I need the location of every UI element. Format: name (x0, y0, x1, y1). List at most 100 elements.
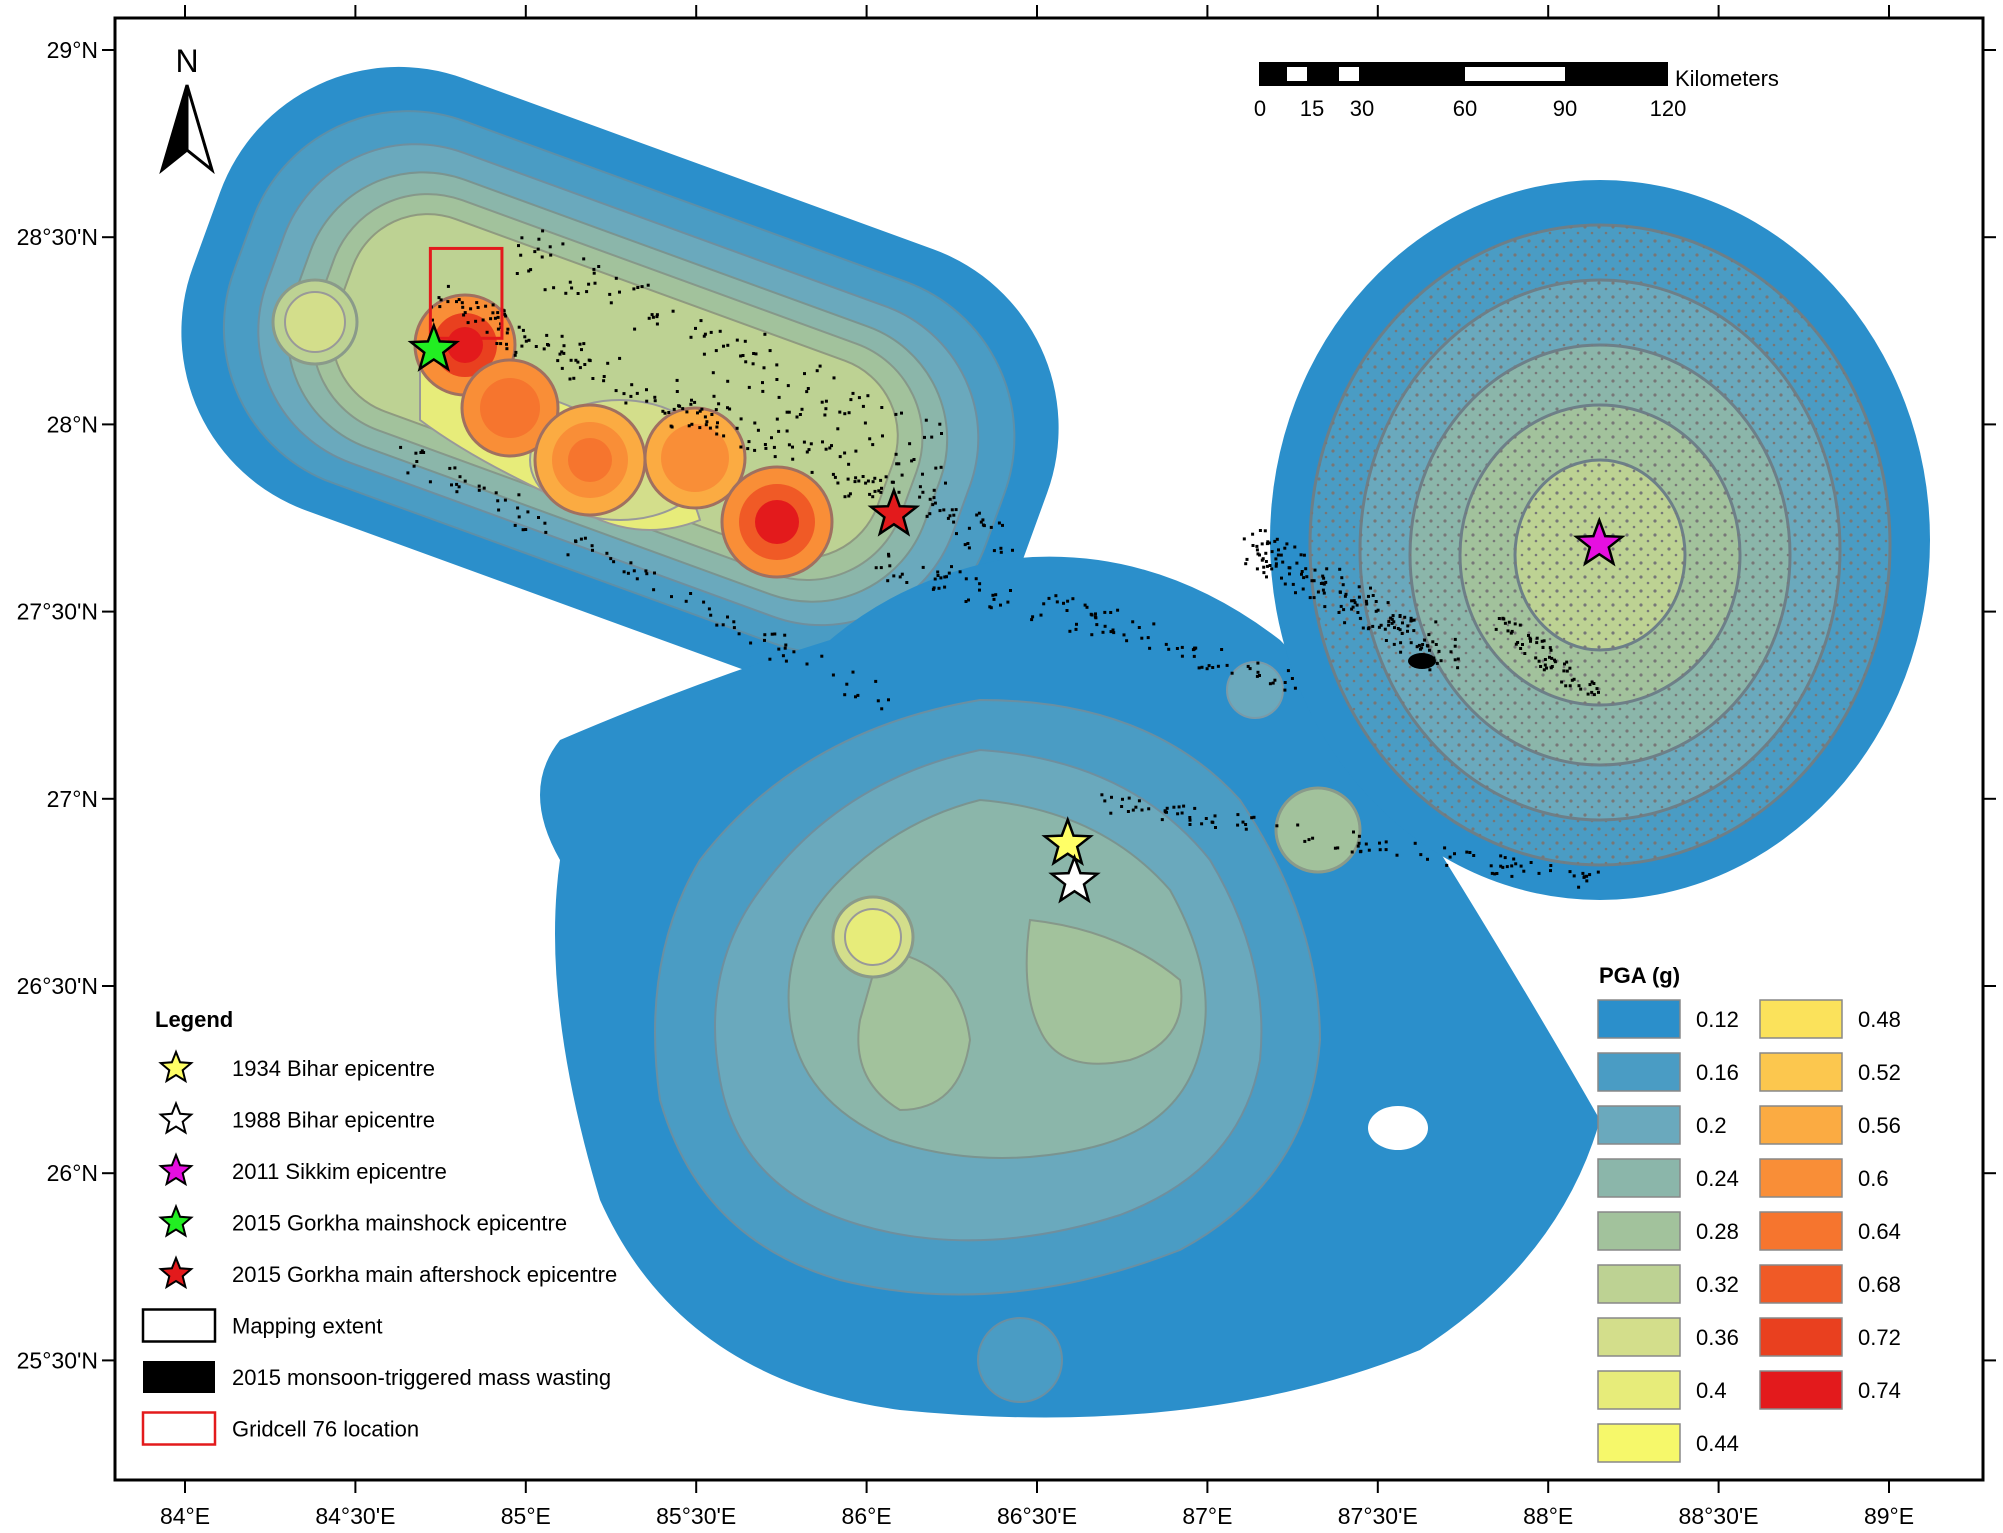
mass-wasting-point (1275, 824, 1279, 828)
mass-wasting-point (1426, 857, 1429, 861)
mass-wasting-point (491, 303, 495, 307)
mass-wasting-point (1211, 666, 1215, 669)
mass-wasting-point (420, 449, 424, 453)
mass-wasting-point (1134, 805, 1138, 809)
mass-wasting-point (569, 358, 573, 362)
x-tick-label: 88°30'E (1679, 1503, 1759, 1529)
mass-wasting-point (672, 407, 676, 411)
mass-wasting-point (1277, 548, 1280, 552)
mass-wasting-point (585, 290, 589, 294)
mass-wasting-point (1276, 553, 1280, 557)
mass-wasting-point (791, 457, 795, 461)
mass-wasting-point (645, 572, 649, 576)
mass-wasting-point (805, 662, 809, 666)
mass-wasting-point (887, 554, 891, 558)
mass-wasting-point (880, 707, 884, 711)
mass-wasting-point (1537, 871, 1541, 875)
mass-wasting-point (943, 575, 947, 579)
mass-wasting-point (505, 331, 509, 335)
mass-wasting-point (763, 332, 767, 336)
pga-class-label: 0.48 (1858, 1007, 1901, 1032)
mass-wasting-point (747, 385, 751, 389)
pga-class-swatch (1597, 999, 1681, 1039)
pga-class-label: 0.64 (1858, 1219, 1901, 1244)
mass-wasting-point (1443, 846, 1447, 850)
mass-wasting-point (871, 495, 875, 499)
mass-wasting-point (1403, 615, 1407, 619)
mass-wasting-point (1350, 607, 1354, 611)
mass-wasting-point (989, 606, 993, 610)
mass-wasting-point (761, 381, 764, 385)
mass-wasting-point (1406, 629, 1409, 633)
mass-wasting-point (1445, 863, 1449, 867)
mass-wasting-point (1291, 582, 1295, 586)
mass-wasting-point (1001, 523, 1004, 527)
y-tick-label: 27°N (47, 786, 98, 812)
mass-wasting-point (721, 623, 725, 627)
mass-wasting-point (1244, 823, 1248, 826)
mass-wasting-point (1400, 632, 1404, 635)
pga-class-label: 0.56 (1858, 1113, 1901, 1138)
mass-wasting-point (537, 516, 540, 519)
mass-wasting-point (847, 411, 851, 415)
mass-wasting-point (503, 498, 507, 502)
mass-wasting-point (708, 426, 712, 430)
mass-wasting-point (1264, 551, 1268, 555)
mass-wasting-point (1336, 846, 1340, 850)
mass-wasting-point (1274, 564, 1278, 568)
mass-wasting-point (1357, 585, 1361, 589)
mass-wasting-point (1295, 561, 1299, 565)
mass-wasting-point (1449, 650, 1453, 654)
mass-wasting-point (1499, 854, 1503, 858)
mass-wasting-point (548, 245, 552, 249)
mass-wasting-point (820, 400, 824, 404)
mass-wasting-point (821, 440, 824, 444)
mass-wasting-point (455, 490, 459, 494)
mass-wasting-point (1413, 841, 1417, 845)
mass-wasting-point (1497, 617, 1501, 620)
mass-wasting-point (702, 600, 706, 604)
pga-class-swatch (1597, 1211, 1681, 1251)
mass-wasting-point (1581, 871, 1585, 875)
mass-wasting-point (690, 398, 693, 402)
mass-wasting-point (1338, 567, 1342, 571)
mass-wasting-point (999, 546, 1003, 550)
mass-wasting-point (597, 265, 601, 268)
mass-wasting-point (843, 451, 847, 455)
mass-wasting-point (431, 318, 434, 322)
legend-fill-box-icon (143, 1361, 215, 1393)
mass-wasting-point (737, 632, 741, 636)
mass-wasting-point (1563, 662, 1566, 666)
mass-wasting-point (1523, 652, 1527, 655)
mass-wasting-point (1211, 820, 1215, 824)
mass-wasting-point (848, 492, 852, 496)
mass-wasting-point (1361, 626, 1365, 630)
mass-wasting-point (1506, 629, 1510, 633)
mass-wasting-point (946, 516, 950, 520)
mass-wasting-point (422, 451, 426, 454)
mass-wasting-point (1434, 643, 1438, 646)
mass-wasting-point (823, 413, 827, 417)
mass-wasting-point (1109, 811, 1113, 815)
mass-wasting-point (1453, 852, 1456, 856)
mass-wasting-point (1242, 537, 1246, 541)
pga-class-swatch (1759, 1370, 1843, 1410)
mass-wasting-point (1192, 654, 1196, 658)
mass-wasting-point (560, 350, 564, 354)
mass-wasting-point (489, 317, 493, 321)
mass-wasting-point (458, 475, 462, 479)
mass-wasting-point (910, 459, 914, 463)
mass-wasting-point (894, 412, 898, 416)
mass-wasting-point (1054, 594, 1058, 598)
mass-wasting-point (785, 429, 789, 433)
mass-wasting-point (1522, 869, 1526, 873)
mass-wasting-point (1392, 642, 1396, 646)
mass-wasting-point (900, 473, 904, 477)
mass-wasting-point (1342, 608, 1346, 612)
mass-wasting-point (1288, 572, 1291, 576)
mass-wasting-point (503, 312, 507, 316)
mass-wasting-point (1200, 822, 1204, 826)
mass-wasting-point (582, 342, 586, 346)
mass-wasting-point (709, 613, 713, 617)
mass-wasting-point (520, 236, 524, 240)
